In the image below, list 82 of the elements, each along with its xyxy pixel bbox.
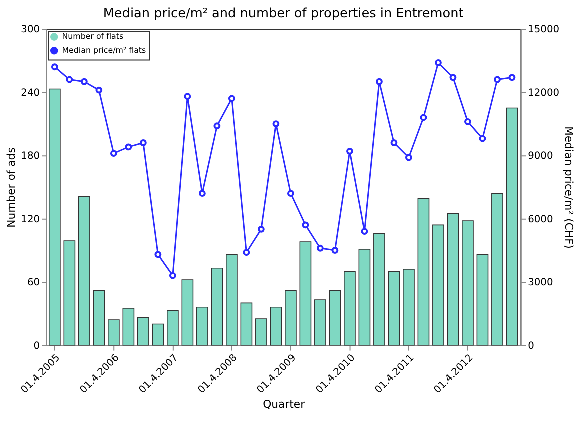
- point: [80, 78, 88, 86]
- point: [346, 148, 354, 155]
- bar: [285, 290, 297, 346]
- y-tick-label: 120: [21, 214, 40, 226]
- point: [302, 222, 310, 229]
- point: [435, 59, 442, 66]
- point: [376, 78, 383, 86]
- point: [450, 74, 457, 82]
- bar: [152, 324, 164, 346]
- bar: [388, 271, 400, 346]
- point: [287, 190, 294, 198]
- y2-tick-label: 15000: [528, 24, 560, 36]
- legend-label: Number of flats: [62, 32, 124, 42]
- bar: [492, 193, 504, 346]
- bar: [358, 249, 371, 346]
- bar: [314, 300, 326, 346]
- point: [140, 140, 147, 146]
- bar: [182, 280, 194, 346]
- y-tick-label: 180: [21, 151, 40, 162]
- point: [332, 247, 339, 254]
- bar: [476, 254, 489, 346]
- bar: [48, 88, 61, 346]
- point: [198, 190, 206, 198]
- bar: [462, 220, 474, 346]
- bar: [329, 290, 342, 346]
- point: [272, 120, 280, 128]
- y-tick-label: 60: [27, 278, 40, 289]
- point: [51, 64, 58, 71]
- bar: [432, 224, 444, 346]
- bar: [226, 254, 238, 346]
- point: [125, 144, 132, 151]
- y-axis-title: Number of ads: [5, 147, 18, 228]
- bar: [78, 196, 90, 346]
- y-tick-label: 240: [21, 88, 40, 99]
- point: [406, 154, 412, 162]
- bar: [211, 268, 224, 346]
- y2-tick-label: 12000: [528, 88, 560, 99]
- point: [479, 135, 486, 142]
- bar: [270, 307, 282, 346]
- point: [258, 226, 265, 233]
- x-axis-title: Quarter: [263, 398, 306, 412]
- bar: [122, 308, 135, 346]
- legend-label: Median price/m² flats: [62, 46, 146, 55]
- bar: [300, 242, 312, 346]
- point: [110, 150, 118, 157]
- bar: [344, 271, 356, 346]
- point: [494, 76, 501, 84]
- y2-axis-title: Median price/m² (CHF): [562, 126, 576, 250]
- point: [361, 228, 368, 235]
- bar: [418, 198, 430, 346]
- bar: [506, 108, 518, 346]
- bar: [64, 240, 76, 346]
- point: [154, 251, 162, 258]
- point: [420, 114, 428, 122]
- chart-title: Median price/m² and number of properties in Entremont: [103, 6, 464, 22]
- point: [214, 122, 221, 130]
- bar: [447, 213, 460, 346]
- bar: [138, 318, 150, 346]
- point: [316, 244, 324, 252]
- point: [169, 272, 176, 280]
- point: [66, 76, 74, 84]
- point: [390, 140, 398, 146]
- point: [96, 86, 103, 94]
- bar: [196, 307, 208, 346]
- point: [464, 118, 472, 126]
- bar: [167, 310, 179, 346]
- bar: [256, 318, 268, 346]
- point: [243, 249, 250, 256]
- y2-tick-label: 9000: [528, 151, 554, 162]
- bar: [403, 269, 415, 346]
- y2-tick-label: 0: [528, 340, 534, 352]
- point: [228, 95, 236, 102]
- y-tick-label: 0: [34, 340, 40, 352]
- bar: [240, 302, 253, 346]
- bar: [374, 233, 386, 346]
- y2-tick-label: 6000: [528, 214, 554, 226]
- bar: [93, 290, 106, 346]
- y-tick-label: 300: [21, 24, 40, 36]
- y2-tick-label: 3000: [528, 278, 554, 289]
- point: [508, 74, 516, 82]
- point: [184, 93, 192, 100]
- bar: [108, 320, 120, 346]
